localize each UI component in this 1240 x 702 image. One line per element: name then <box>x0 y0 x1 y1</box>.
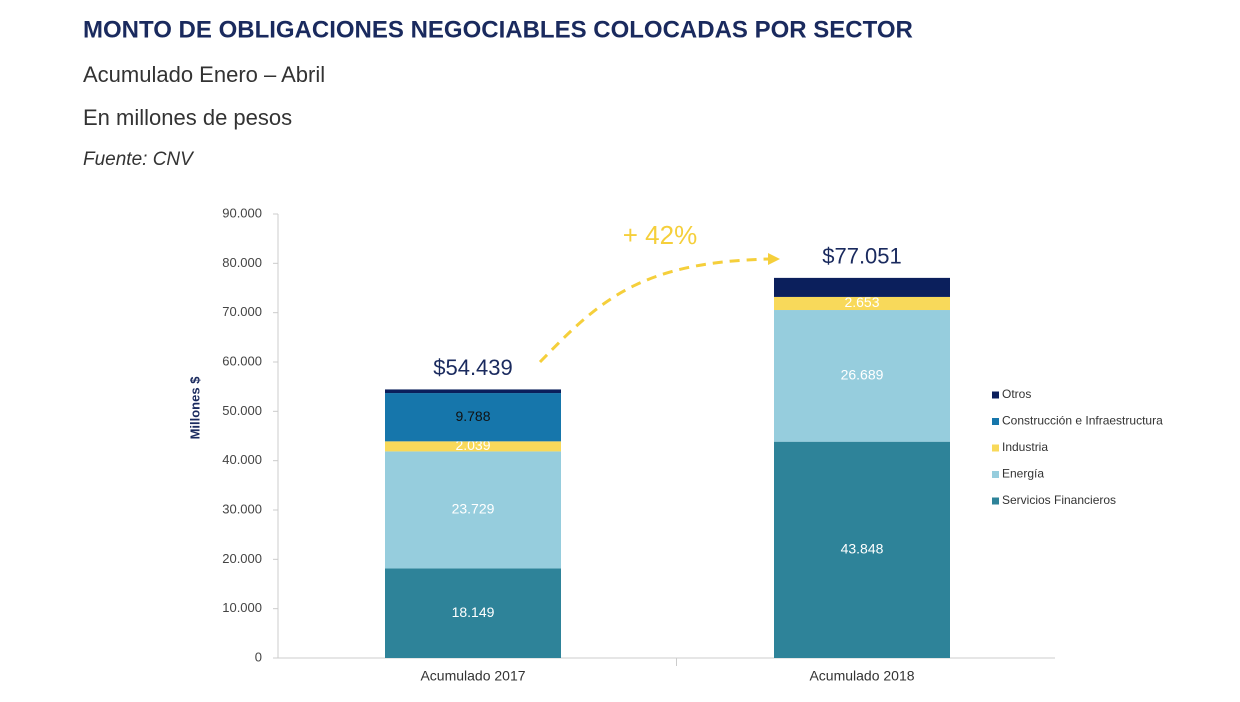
y-tick-label: 60.000 <box>222 353 262 368</box>
bar-segment <box>774 296 950 311</box>
y-tick-label: 0 <box>255 649 262 664</box>
growth-arrow-head <box>768 253 780 265</box>
y-tick-label: 80.000 <box>222 255 262 270</box>
value-label: 26.689 <box>841 367 884 383</box>
bar-segment <box>385 393 561 442</box>
value-label: 2.653 <box>844 294 879 310</box>
source-note: Fuente: CNV <box>83 149 195 170</box>
y-tick-label: 90.000 <box>222 205 262 220</box>
bar-segment <box>774 441 950 658</box>
units-note: En millones de pesos <box>83 105 292 130</box>
legend-marker <box>992 497 999 505</box>
bar-segment <box>774 277 950 297</box>
value-label: 23.729 <box>452 501 495 517</box>
value-label: 18.149 <box>452 604 495 620</box>
legend-marker <box>992 471 999 478</box>
legend-marker <box>992 418 999 425</box>
growth-annotation: + 42% <box>623 220 697 250</box>
bar-segment <box>385 389 561 394</box>
bar-segment <box>385 451 561 569</box>
y-tick-label: 30.000 <box>222 501 262 516</box>
x-tick-label: Acumulado 2017 <box>420 668 525 684</box>
value-label: 43.848 <box>841 541 884 557</box>
y-tick-label: 50.000 <box>222 403 262 418</box>
total-label: $77.051 <box>822 244 902 269</box>
bar-segment <box>385 441 561 452</box>
legend-marker <box>992 391 999 399</box>
bar-segment <box>385 568 561 658</box>
legend-label: Construcción e Infraestructura <box>1002 414 1163 428</box>
y-tick-label: 40.000 <box>222 452 262 467</box>
y-tick-label: 10.000 <box>222 600 262 615</box>
total-label: $54.439 <box>433 355 513 380</box>
value-label: 9.788 <box>455 408 490 424</box>
legend-label: Servicios Financieros <box>1002 493 1116 507</box>
legend-label: Otros <box>1002 387 1031 401</box>
y-axis-label: Millones $ <box>187 376 202 440</box>
legend-label: Energía <box>1002 467 1044 481</box>
chart-title: MONTO DE OBLIGACIONES NEGOCIABLES COLOCA… <box>83 16 913 43</box>
y-tick-label: 70.000 <box>222 304 262 319</box>
y-tick-label: 20.000 <box>222 551 262 566</box>
bar-segment <box>774 310 950 442</box>
chart-subtitle: Acumulado Enero – Abril <box>83 62 325 87</box>
x-tick-label: Acumulado 2018 <box>809 668 914 684</box>
legend-label: Industria <box>1002 440 1048 454</box>
growth-arrow <box>538 257 771 364</box>
legend-marker <box>992 444 999 452</box>
